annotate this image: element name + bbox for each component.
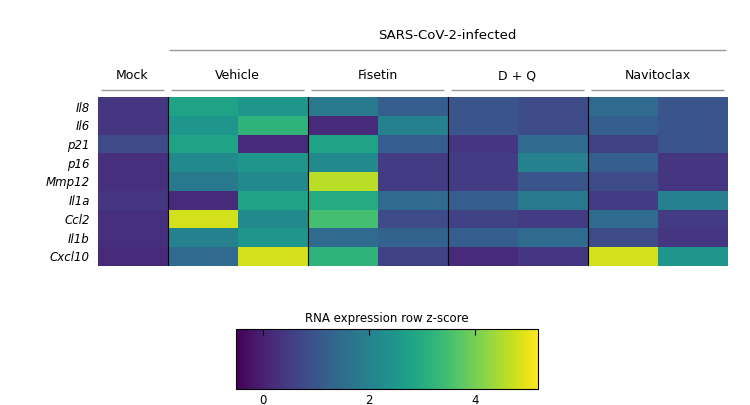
Text: Fisetin: Fisetin: [357, 69, 398, 82]
Title: RNA expression row z-score: RNA expression row z-score: [305, 312, 469, 325]
Text: Vehicle: Vehicle: [215, 69, 260, 82]
Text: Mock: Mock: [116, 69, 148, 82]
Text: Navitoclax: Navitoclax: [625, 69, 691, 82]
Text: SARS-CoV-2-infected: SARS-CoV-2-infected: [378, 29, 517, 42]
Text: D + Q: D + Q: [499, 69, 536, 82]
